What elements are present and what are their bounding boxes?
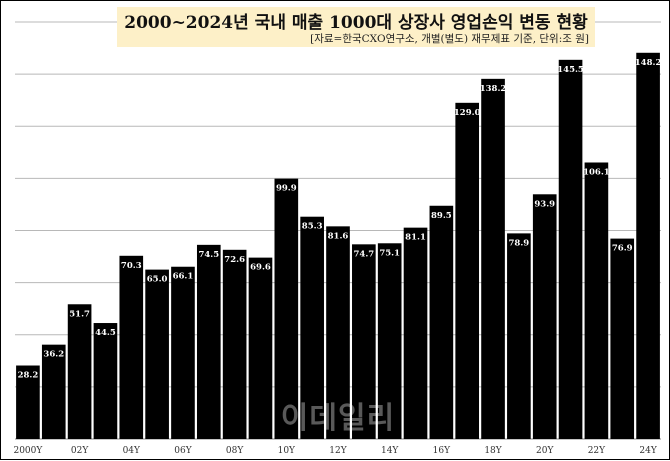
bar-12Y bbox=[326, 226, 350, 439]
bar-18Y bbox=[481, 78, 505, 440]
value-label: 78.9 bbox=[509, 238, 530, 248]
value-label: 65.0 bbox=[147, 275, 168, 285]
value-label: 148.2 bbox=[635, 58, 662, 68]
bar-22Y bbox=[584, 162, 609, 440]
x-tick-label: 16Y bbox=[433, 446, 451, 456]
bar-11 bbox=[300, 216, 324, 439]
value-label: 70.3 bbox=[121, 261, 142, 271]
value-label: 145.5 bbox=[557, 65, 584, 75]
title-banner: 2000~2024년 국내 매출 1000대 상장사 영업손익 변동 현황 [자… bbox=[117, 7, 595, 47]
x-tick-label: 12Y bbox=[329, 446, 347, 456]
value-label: 75.1 bbox=[379, 248, 400, 258]
value-label: 138.2 bbox=[480, 84, 507, 94]
bar-03 bbox=[93, 323, 118, 439]
value-label: 69.6 bbox=[250, 263, 271, 273]
bar-02Y bbox=[67, 304, 92, 439]
bar-04Y bbox=[119, 255, 144, 439]
value-label: 99.9 bbox=[276, 184, 297, 194]
value-label: 66.1 bbox=[173, 272, 194, 282]
x-tick-label: 02Y bbox=[71, 446, 89, 456]
bar-14Y bbox=[377, 243, 402, 439]
value-label: 81.1 bbox=[405, 233, 426, 243]
value-label: 76.9 bbox=[612, 244, 633, 254]
x-tick-label: 04Y bbox=[123, 446, 141, 456]
value-label: 89.5 bbox=[431, 211, 452, 221]
value-label: 85.3 bbox=[302, 222, 323, 232]
chart-subtitle: [자료=한국CXO연구소, 개별(별도) 재무제표 기준, 단위:조 원] bbox=[310, 33, 589, 45]
bar-20Y bbox=[532, 194, 557, 439]
bar-13 bbox=[352, 244, 376, 439]
chart-title: 2000~2024년 국내 매출 1000대 상장사 영업손익 변동 현황 bbox=[124, 13, 588, 33]
value-label: 28.2 bbox=[18, 371, 39, 381]
bar-21 bbox=[558, 59, 583, 440]
value-label: 74.5 bbox=[198, 250, 219, 260]
x-tick-label: 24Y bbox=[639, 446, 657, 456]
watermark-logo: 이데일리 bbox=[280, 401, 396, 436]
bar-05 bbox=[145, 269, 169, 439]
value-label: 93.9 bbox=[534, 199, 555, 209]
value-label: 44.5 bbox=[95, 328, 116, 338]
x-tick-label: 2000Y bbox=[13, 446, 43, 456]
bar-10Y bbox=[274, 178, 299, 439]
bar-08Y bbox=[222, 249, 247, 439]
bar-2000Y bbox=[16, 365, 40, 439]
value-label: 72.6 bbox=[224, 255, 245, 265]
value-label: 51.7 bbox=[69, 309, 90, 319]
value-label: 36.2 bbox=[43, 350, 64, 360]
bar-19 bbox=[507, 233, 531, 439]
value-label: 106.1 bbox=[583, 167, 610, 177]
x-tick-label: 14Y bbox=[381, 446, 399, 456]
x-tick-label: 20Y bbox=[536, 446, 554, 456]
value-label: 81.6 bbox=[328, 231, 349, 241]
bar-23 bbox=[610, 238, 635, 439]
value-label: 74.7 bbox=[353, 249, 374, 259]
bar-24Y bbox=[636, 52, 660, 439]
bar-17 bbox=[455, 102, 480, 440]
x-tick-label: 06Y bbox=[174, 446, 192, 456]
x-tick-label: 08Y bbox=[226, 446, 244, 456]
bar-09 bbox=[248, 257, 273, 439]
bar-06Y bbox=[171, 266, 195, 439]
x-tick-label: 18Y bbox=[484, 446, 502, 456]
value-label: 129.0 bbox=[454, 108, 481, 118]
bar-15 bbox=[403, 227, 428, 439]
x-tick-label: 10Y bbox=[278, 446, 296, 456]
bar-07 bbox=[196, 244, 221, 439]
bar-16Y bbox=[429, 205, 454, 439]
bar-01 bbox=[41, 344, 66, 439]
x-tick-label: 22Y bbox=[588, 446, 606, 456]
